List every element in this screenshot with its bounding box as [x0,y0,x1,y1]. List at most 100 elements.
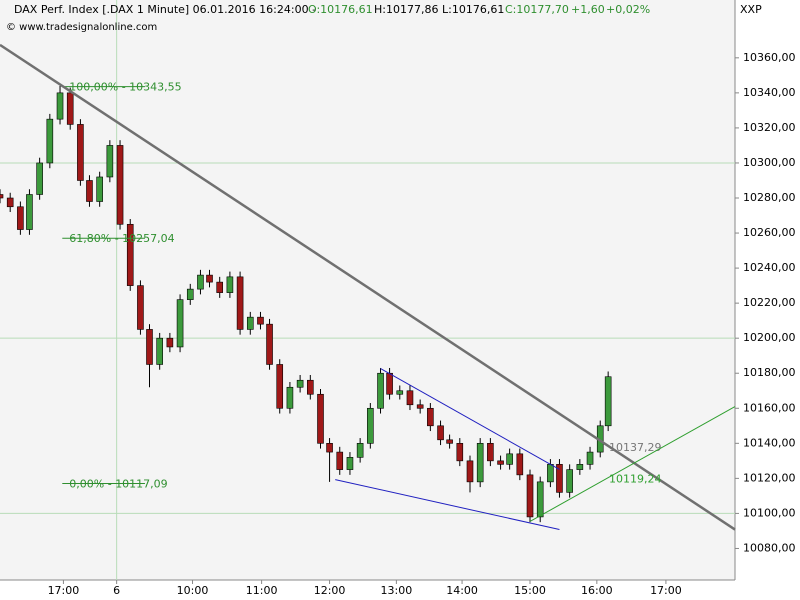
candle-body [326,443,333,453]
candle-body [96,176,103,202]
candle-body [576,464,584,470]
y-tick-label: 10300,00 [743,156,796,169]
trend-line [529,406,736,522]
candle-body [176,299,184,348]
y-tick-label: 10100,00 [743,506,796,519]
y-tick-label: 10160,00 [743,401,796,414]
candle-body [66,92,74,125]
source: © www.tradesignalonline.com [6,22,157,33]
candle-body [46,118,54,164]
candle-body [604,376,612,427]
candle-body [367,407,374,444]
candle-body [406,390,414,406]
candle-body [526,474,534,518]
y-tick-label: 10140,00 [743,436,796,449]
y-tick-label: 10340,00 [743,86,796,99]
candle-body [206,274,213,283]
candle-body [487,443,494,462]
candle-body [156,337,163,365]
candle-body [427,407,434,427]
candle-body [166,337,174,348]
header-close: C:10177,70 [505,3,569,16]
candle-body [466,460,474,483]
y-tick-label: 10200,00 [743,331,796,344]
candle-body [236,276,244,330]
trend-line [380,368,560,470]
candle-body [307,379,314,395]
candle-body [516,453,524,476]
candle-body [286,386,294,409]
candle-body [476,443,484,483]
x-tick-label: 11:00 [246,584,278,597]
fib-label: 100,00% - 10343,55 [69,81,181,94]
candle-body [586,451,594,465]
candle-body [0,194,4,199]
header-change: +1,60 [571,3,605,16]
trend-label: 10119,24 [609,473,662,486]
candle-body [396,390,404,395]
candle-body [106,145,114,178]
candle-body [246,316,254,330]
candle-body [126,223,134,286]
y-tick-label: 10080,00 [743,541,796,554]
candle-body [116,145,124,225]
fib-label: 0,00% - 10117,09 [69,477,167,490]
y-tick-label: 10220,00 [743,296,796,309]
y-tick-label: 10240,00 [743,261,796,274]
y-tick-label: 10180,00 [743,366,796,379]
candle-body [296,379,304,388]
y-tick-label: 10260,00 [743,226,796,239]
candle-body [226,276,234,293]
y-tick-label: 10320,00 [743,121,796,134]
candle-body [556,464,563,493]
candle-body [456,443,464,462]
candle-body [506,453,513,465]
candle-body [566,469,573,493]
candle-body [56,92,64,120]
candle-body [86,180,93,202]
candle-body [26,194,33,230]
candle-body [77,124,84,181]
candle-body [386,372,393,395]
y-tick-label: 10360,00 [743,51,796,64]
candle-body [186,288,194,300]
header-open: O:10176,61 [308,3,373,16]
candle-body [497,460,504,465]
x-tick-label: 15:00 [514,584,546,597]
y-tick-label: 10280,00 [743,191,796,204]
candle-body [536,481,544,518]
x-tick-label: 10:00 [177,584,209,597]
candle-body [547,464,554,483]
header-low: L:10176,61 [442,3,504,16]
header-symbol: DAX Perf. Index [.DAX 1 Minute] 06.01.20… [14,3,316,16]
x-tick-label: 12:00 [314,584,346,597]
candle-body [276,364,284,409]
x-tick-label: 17:00 [650,584,682,597]
x-tick-label: 14:00 [446,584,478,597]
x-tick-label: 13:00 [381,584,413,597]
candle-body [216,281,224,293]
x-tick-label: 17:00 [48,584,80,597]
trend-label: 10137,29 [609,441,662,454]
candle-body [6,197,14,208]
candle-body [17,206,24,230]
axis-name: XXP [740,3,762,16]
candle-body [377,372,384,409]
fib-label: 61,80% - 10257,04 [69,232,174,245]
candle-body [137,285,144,330]
candle-body [317,393,324,444]
candle-body [437,425,444,441]
candle-body [446,439,453,444]
candle-body [146,329,153,365]
candle-body [416,404,424,409]
trend-line [335,479,560,531]
candle-body [266,323,273,365]
x-tick-label: 16:00 [581,584,613,597]
candle-body [356,443,364,458]
candle-body [336,451,344,470]
x-tick-label: 6 [113,584,120,597]
candle-body [346,457,354,470]
header-change-pct: +0,02% [606,3,650,16]
candle-body [197,274,204,290]
